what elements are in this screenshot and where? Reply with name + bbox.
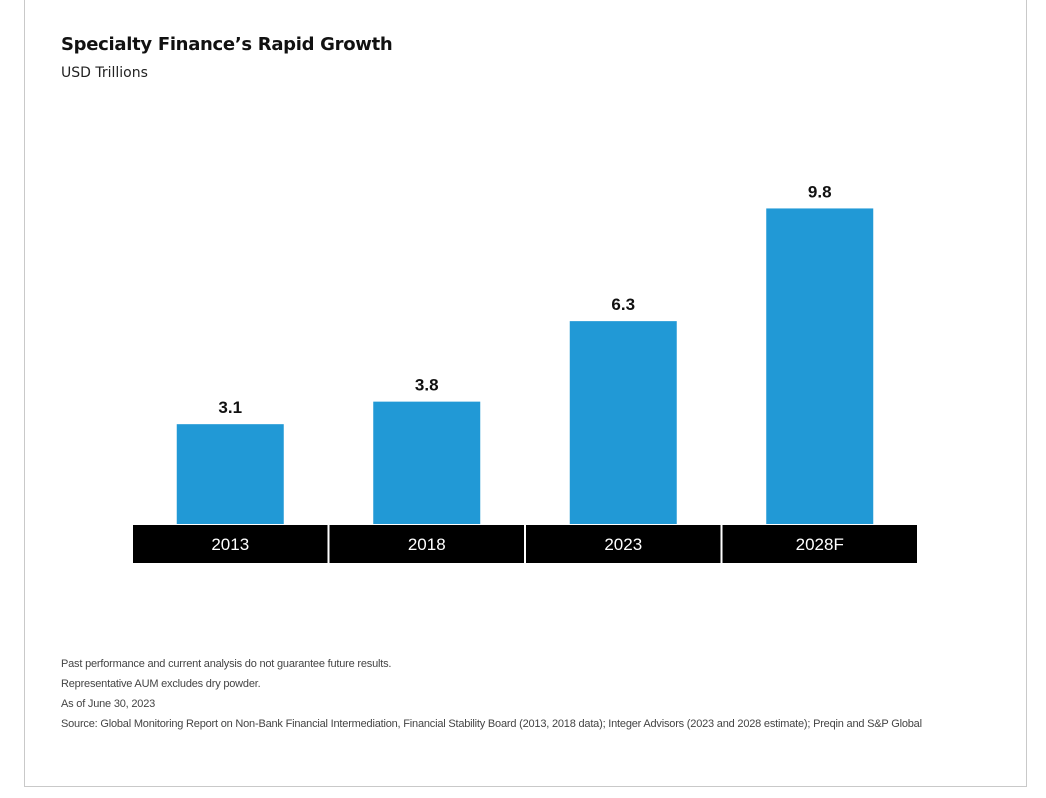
bar-chart: 3.1 2013 3.8 2018 6.3 2023 9.8 2028F [133, 182, 917, 563]
data-label-2028F: 9.8 [808, 182, 832, 201]
bar-2013 [176, 424, 284, 524]
category-label-2018: 2018 [408, 535, 446, 554]
data-label-2023: 6.3 [611, 295, 635, 314]
data-label-2018: 3.8 [415, 376, 439, 395]
footnote-aum: Representative AUM excludes dry powder. [61, 678, 261, 690]
category-label-2028F: 2028F [796, 535, 844, 554]
category-label-2013: 2013 [211, 535, 249, 554]
bar-2023 [569, 321, 677, 524]
category-band-2028F [722, 525, 917, 563]
footnote-performance: Past performance and current analysis do… [61, 658, 392, 670]
bar-2028F [766, 208, 874, 524]
footnote-date: As of June 30, 2023 [61, 698, 156, 710]
category-band-2018 [329, 525, 524, 563]
chart-subtitle: USD Trillions [61, 65, 148, 81]
category-label-2023: 2023 [604, 535, 642, 554]
footnotes: Past performance and current analysis do… [61, 657, 922, 737]
category-band-2023 [526, 525, 721, 563]
data-label-2013: 3.1 [218, 398, 242, 417]
category-band-2013 [133, 525, 328, 563]
footnote-source: Source: Global Monitoring Report on Non-… [61, 718, 922, 730]
chart-title: Specialty Finance’s Rapid Growth [61, 34, 393, 55]
bar-2018 [373, 401, 481, 524]
chart-card [24, 0, 1027, 787]
